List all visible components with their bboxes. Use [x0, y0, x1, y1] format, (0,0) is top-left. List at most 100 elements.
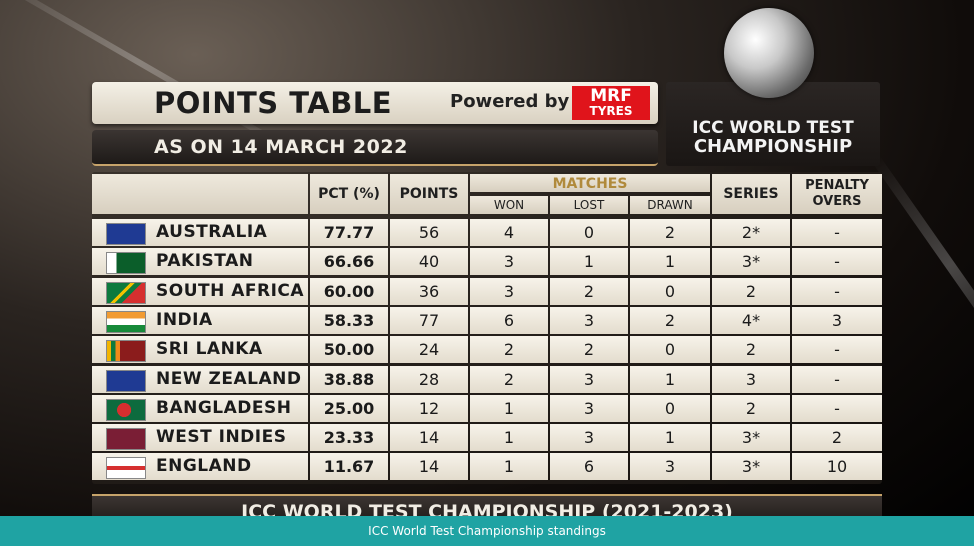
lost-label: LOST	[573, 198, 605, 212]
logo-line2: CHAMPIONSHIP	[693, 135, 853, 157]
drawn-cell: 0	[630, 395, 710, 422]
won-cell: 1	[470, 453, 548, 480]
team-cell: WEST INDIES	[92, 424, 308, 451]
matches-label: MATCHES	[552, 176, 628, 192]
column-header-penalty-overs: PENALTY OVERS	[792, 174, 882, 214]
pct-label: PCT (%)	[318, 186, 380, 202]
table-row: ENGLAND 11.67 14 1 6 3 3* 10	[92, 453, 882, 480]
penalty-cell: 2	[792, 424, 882, 451]
points-table-title-bar: POINTS TABLE Powered by MRF TYRES	[92, 82, 658, 124]
team-name: WEST INDIES	[156, 427, 287, 447]
team-cell: NEW ZEALAND	[92, 366, 308, 393]
drawn-cell: 2	[630, 307, 710, 334]
page-title: POINTS TABLE	[154, 86, 393, 120]
won-cell: 1	[470, 424, 548, 451]
series-cell: 2	[712, 395, 790, 422]
drawn-cell: 1	[630, 424, 710, 451]
team-name: SOUTH AFRICA	[156, 281, 305, 301]
pct-cell: 25.00	[310, 395, 388, 422]
points-label: POINTS	[399, 186, 459, 202]
points-cell: 77	[390, 307, 468, 334]
series-cell: 2	[712, 336, 790, 363]
points-cell: 56	[390, 219, 468, 246]
series-cell: 3	[712, 366, 790, 393]
drawn-cell: 0	[630, 336, 710, 363]
column-header-drawn: DRAWN	[630, 196, 710, 214]
team-name: AUSTRALIA	[156, 222, 268, 242]
won-cell: 2	[470, 366, 548, 393]
lost-cell: 2	[550, 336, 628, 363]
date-bar: AS ON 14 MARCH 2022	[92, 130, 658, 166]
column-header-series: SERIES	[712, 174, 790, 214]
lost-cell: 3	[550, 307, 628, 334]
england-flag-icon	[106, 457, 146, 479]
series-cell: 2*	[712, 219, 790, 246]
team-cell: ENGLAND	[92, 453, 308, 480]
mrf-tyres-logo: MRF TYRES	[572, 86, 650, 120]
series-cell: 4*	[712, 307, 790, 334]
won-cell: 1	[470, 395, 548, 422]
points-cell: 24	[390, 336, 468, 363]
background-streak	[871, 155, 974, 375]
won-cell: 2	[470, 336, 548, 363]
logo-line1: ICC WORLD TEST	[692, 118, 854, 138]
india-flag-icon	[106, 311, 146, 333]
as-on-date: AS ON 14 MARCH 2022	[154, 136, 408, 158]
drawn-cell: 2	[630, 219, 710, 246]
series-label: SERIES	[723, 186, 779, 202]
series-cell: 3*	[712, 248, 790, 275]
team-cell: SOUTH AFRICA	[92, 278, 308, 305]
image-caption: ICC World Test Championship standings	[0, 516, 974, 546]
table-row: BANGLADESH 25.00 12 1 3 0 2-	[92, 395, 882, 422]
pct-cell: 50.00	[310, 336, 388, 363]
column-header-points: POINTS	[390, 174, 468, 214]
team-name: BANGLADESH	[156, 398, 292, 418]
icc-wtc-logo-text: ICC WORLD TEST CHAMPIONSHIP	[666, 118, 880, 157]
header-team-blank	[92, 174, 308, 214]
penalty-label-line2: OVERS	[812, 194, 862, 209]
lost-cell: 3	[550, 424, 628, 451]
south-africa-flag-icon	[106, 282, 146, 304]
penalty-cell: 3	[792, 307, 882, 334]
lost-cell: 0	[550, 219, 628, 246]
series-cell: 2	[712, 278, 790, 305]
lost-cell: 1	[550, 248, 628, 275]
points-cell: 14	[390, 424, 468, 451]
pct-cell: 58.33	[310, 307, 388, 334]
new-zealand-flag-icon	[106, 370, 146, 392]
points-cell: 36	[390, 278, 468, 305]
penalty-cell: -	[792, 219, 882, 246]
table-row: SOUTH AFRICA 60.00 36 3 2 0 2-	[92, 278, 882, 305]
australia-flag-icon	[106, 223, 146, 245]
column-header-matches: MATCHES	[470, 174, 710, 192]
penalty-cell: -	[792, 395, 882, 422]
penalty-cell: -	[792, 366, 882, 393]
team-name: SRI LANKA	[156, 339, 263, 359]
won-cell: 4	[470, 219, 548, 246]
pct-cell: 38.88	[310, 366, 388, 393]
points-cell: 28	[390, 366, 468, 393]
table-row: NEW ZEALAND 38.88 28 2 3 1 3-	[92, 366, 882, 393]
pakistan-flag-icon	[106, 252, 146, 274]
won-cell: 3	[470, 278, 548, 305]
drawn-cell: 1	[630, 366, 710, 393]
west-indies-flag-icon	[106, 428, 146, 450]
penalty-cell: -	[792, 248, 882, 275]
pct-cell: 60.00	[310, 278, 388, 305]
team-name: NEW ZEALAND	[156, 369, 302, 389]
team-cell: PAKISTAN	[92, 248, 308, 275]
team-name: INDIA	[156, 310, 213, 330]
penalty-cell: 10	[792, 453, 882, 480]
pct-cell: 77.77	[310, 219, 388, 246]
lost-cell: 6	[550, 453, 628, 480]
team-cell: INDIA	[92, 307, 308, 334]
sri-lanka-flag-icon	[106, 340, 146, 362]
drawn-cell: 0	[630, 278, 710, 305]
team-cell: AUSTRALIA	[92, 219, 308, 246]
drawn-cell: 1	[630, 248, 710, 275]
series-cell: 3*	[712, 453, 790, 480]
penalty-cell: -	[792, 278, 882, 305]
pct-cell: 23.33	[310, 424, 388, 451]
series-cell: 3*	[712, 424, 790, 451]
penalty-cell: -	[792, 336, 882, 363]
